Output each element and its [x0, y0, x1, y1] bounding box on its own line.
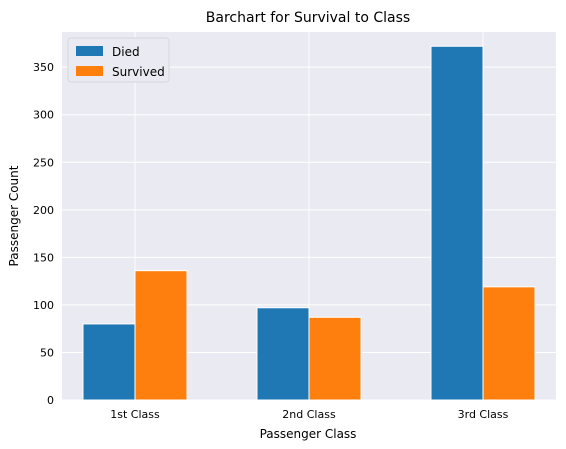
x-tick-label: 2nd Class [282, 408, 336, 421]
bar-survived-1st-class [134, 270, 188, 401]
x-axis-label: Passenger Class [260, 427, 357, 441]
y-tick-label: 350 [33, 61, 54, 74]
legend-swatch-died [76, 46, 103, 56]
bar-survived-2nd-class [308, 316, 362, 401]
legend-label-survived: Survived [112, 65, 165, 79]
bar-survived-3rd-class [482, 286, 536, 401]
legend-label-died: Died [112, 45, 140, 59]
bar-died-2nd-class [256, 307, 310, 401]
y-tick-label: 100 [33, 299, 54, 312]
y-axis-label: Passenger Count [7, 165, 21, 266]
x-tick-label: 1st Class [110, 408, 160, 421]
bar-died-3rd-class [430, 45, 484, 401]
y-tick-label: 200 [33, 204, 54, 217]
bar-died-1st-class [82, 323, 136, 401]
axis-ticks: 0 50 100 150 200 250 300 350 1st Class 2nd Class 3… [33, 61, 509, 421]
legend: Died Survived [67, 37, 170, 83]
x-tick-label: 3rd Class [458, 408, 509, 421]
y-tick-label: 0 [47, 394, 54, 407]
y-tick-label: 150 [33, 251, 54, 264]
chart-title: Barchart for Survival to Class [206, 10, 410, 26]
y-tick-label: 50 [40, 346, 54, 359]
y-tick-label: 250 [33, 156, 54, 169]
legend-swatch-survived [76, 66, 103, 76]
y-tick-label: 300 [33, 109, 54, 122]
bars [82, 45, 536, 401]
